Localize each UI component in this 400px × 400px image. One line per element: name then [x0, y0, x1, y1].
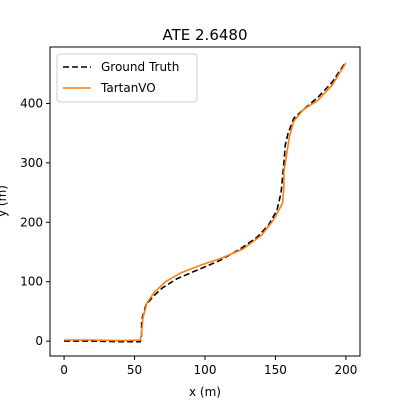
y-tick-label: 400	[20, 96, 43, 110]
x-tick-label: 100	[194, 363, 217, 377]
legend-box	[56, 53, 198, 103]
legend-label-tartanvo: TartanVO	[100, 81, 156, 95]
series-line-ground-truth	[64, 61, 347, 343]
y-tick-label: 300	[20, 156, 43, 170]
series-line-tartanvo	[64, 62, 347, 342]
y-tick-label: 0	[35, 334, 43, 348]
x-tick-label: 50	[127, 363, 142, 377]
legend-label-ground-truth: Ground Truth	[101, 60, 179, 74]
y-tick-label: 200	[20, 215, 43, 229]
legend: Ground Truth TartanVO	[56, 53, 198, 103]
x-tick-label: 200	[334, 363, 357, 377]
y-tick-label: 100	[20, 275, 43, 289]
x-tick-label: 150	[264, 363, 287, 377]
x-axis-label: x (m)	[189, 385, 221, 399]
y-axis-label: y (m)	[0, 185, 9, 217]
chart-title: ATE 2.6480	[163, 26, 248, 44]
x-tick-label: 0	[60, 363, 68, 377]
